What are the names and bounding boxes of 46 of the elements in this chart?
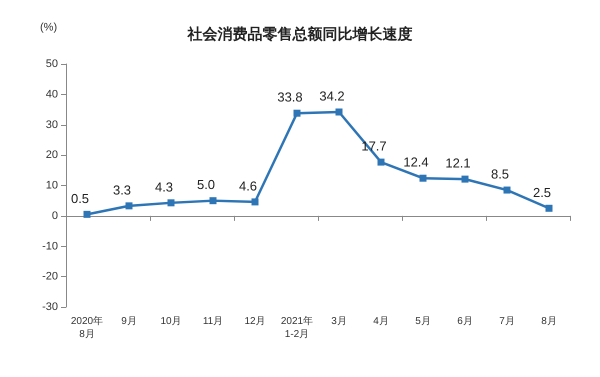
data-label: 8.5: [490, 166, 510, 182]
point: [378, 158, 384, 166]
point: [84, 210, 90, 218]
x-tick-label: 3月: [331, 316, 347, 327]
x-tick-label: 2020年 8月: [70, 315, 104, 340]
y-tick-label: -10: [42, 240, 58, 252]
point: [126, 202, 132, 210]
data-label: 0.5: [70, 190, 90, 206]
y-tick-label: -30: [42, 301, 58, 313]
point: [546, 204, 552, 212]
data-label: 2.5: [532, 184, 552, 200]
point: [210, 197, 216, 204]
data-label: 12.4: [403, 154, 429, 170]
x-tick-label: 8月: [541, 316, 557, 327]
x-tick-label: 5月: [415, 316, 431, 327]
chart-title: 社会消费品零售总额同比增长速度: [186, 25, 412, 43]
x-tick-label: 10月: [160, 316, 182, 327]
data-label: 33.8: [277, 90, 303, 105]
point: [420, 174, 426, 182]
point: [252, 198, 258, 206]
x-tick-label: 9月: [121, 316, 137, 327]
x-tick-label: 12月: [244, 316, 266, 327]
data-label: 4.6: [238, 178, 258, 194]
y-tick-label: 50: [46, 58, 58, 70]
y-tick-label: 0: [52, 210, 58, 222]
data-label: 5.0: [196, 177, 216, 192]
y-tick-label: 40: [46, 88, 58, 100]
data-label: 12.1: [445, 156, 471, 171]
y-tick-label: 30: [46, 118, 58, 131]
x-tick-label: 4月: [373, 316, 389, 327]
x-tick-label: 6月: [457, 316, 473, 327]
point: [336, 108, 342, 116]
y-tick-label: 20: [46, 149, 58, 162]
x-tick-label: 11月: [202, 316, 224, 327]
x-tick-label: 7月: [499, 316, 515, 327]
y-axis-title: (%): [40, 22, 58, 34]
y-tick-label: 10: [46, 180, 58, 192]
x-tick-label: 2021年 1-2月: [280, 315, 314, 340]
point: [462, 176, 468, 183]
point: [168, 199, 174, 206]
point: [294, 110, 300, 117]
data-label: 4.3: [154, 179, 174, 194]
data-label: 34.2: [319, 88, 345, 104]
data-label: 3.3: [112, 182, 132, 198]
y-tick-label: -20: [42, 270, 58, 283]
point: [504, 186, 510, 194]
